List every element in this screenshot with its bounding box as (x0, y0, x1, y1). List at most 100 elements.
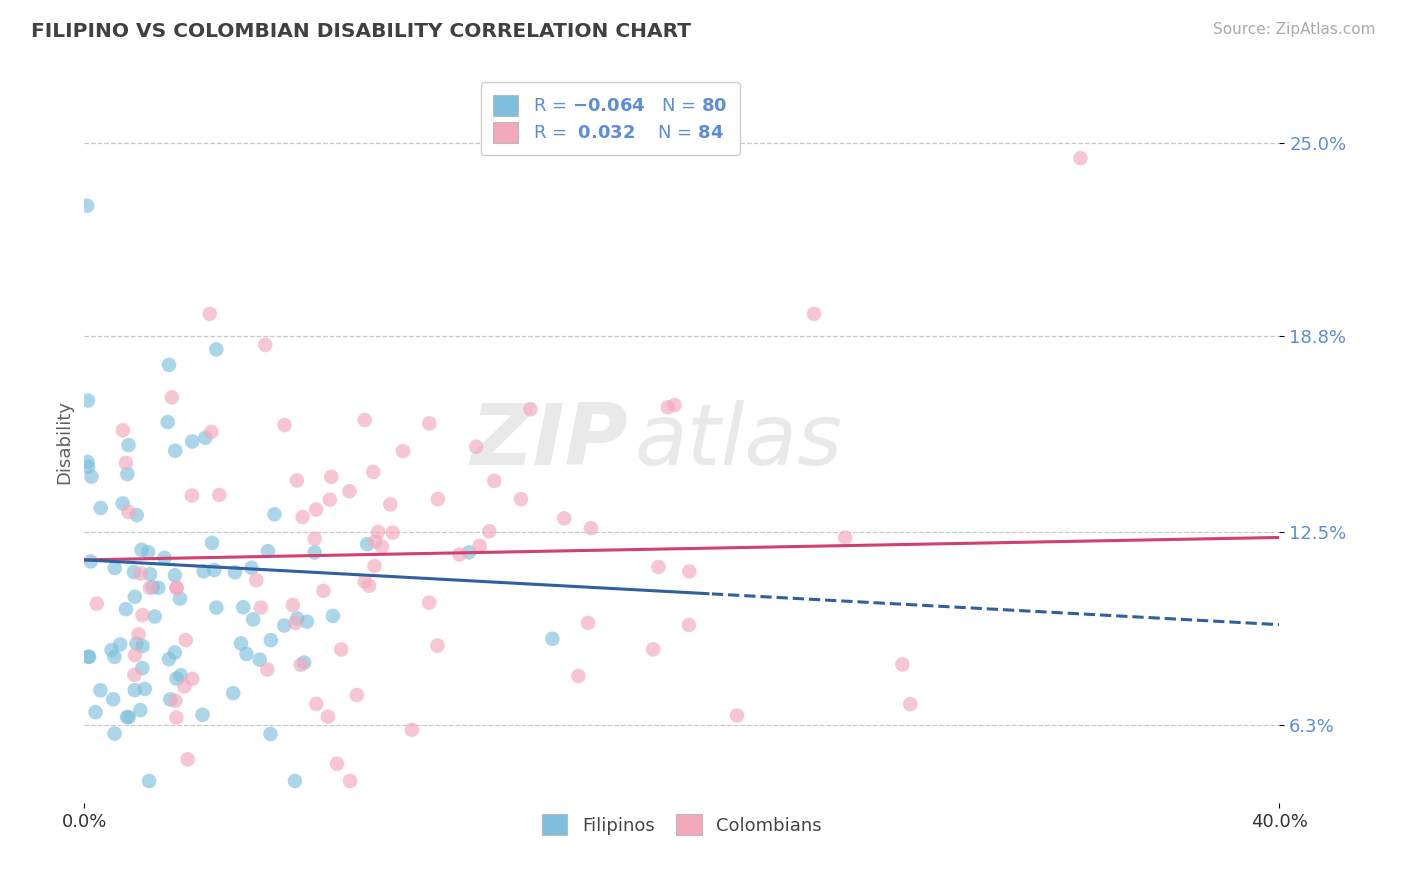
Point (125, 508, 148, 522)
Point (643, 642, 665, 657)
Point (295, 615, 318, 629)
Point (330, 642, 353, 657)
Point (361, 465, 384, 479)
Point (254, 338, 277, 352)
Point (284, 774, 307, 789)
Point (381, 525, 404, 540)
Point (139, 567, 162, 582)
Point (76, 455, 98, 469)
Point (174, 633, 197, 648)
Point (194, 431, 217, 445)
Point (678, 565, 700, 579)
Point (353, 574, 375, 589)
Point (256, 663, 278, 677)
Point (124, 668, 146, 682)
Point (202, 563, 225, 577)
Point (576, 615, 599, 630)
Point (312, 583, 335, 598)
Point (77, 649, 100, 664)
Point (117, 467, 139, 482)
Point (245, 573, 267, 587)
Point (484, 474, 506, 488)
Point (353, 413, 375, 427)
Text: ZIP: ZIP (471, 400, 628, 483)
Point (380, 497, 402, 511)
Point (458, 545, 481, 559)
Point (260, 633, 283, 648)
Point (273, 618, 295, 632)
Point (725, 708, 748, 723)
Point (418, 417, 440, 431)
Point (321, 470, 343, 484)
Point (117, 505, 139, 519)
Point (292, 656, 315, 670)
Point (678, 618, 700, 632)
Point (222, 686, 245, 700)
Point (898, 697, 921, 711)
Point (170, 668, 193, 682)
Point (163, 646, 186, 660)
Point (291, 510, 314, 524)
Point (77, 649, 100, 664)
Point (259, 727, 281, 741)
Text: atlas: atlas (634, 400, 842, 483)
Point (647, 560, 669, 574)
Point (103, 692, 125, 706)
Point (281, 598, 304, 612)
Point (181, 672, 204, 686)
Point (115, 602, 138, 616)
Point (257, 544, 280, 558)
Point (339, 774, 361, 789)
Point (84, 705, 107, 719)
Point (76, 199, 98, 213)
Point (224, 566, 246, 580)
Text: FILIPINO VS COLOMBIAN DISABILITY CORRELATION CHART: FILIPINO VS COLOMBIAN DISABILITY CORRELA… (31, 22, 690, 41)
Point (169, 591, 191, 606)
Point (337, 484, 360, 499)
Point (139, 581, 162, 595)
Point (249, 652, 271, 666)
Point (392, 444, 415, 458)
Point (418, 596, 440, 610)
Point (356, 537, 378, 551)
Point (115, 710, 138, 724)
Point (124, 648, 146, 662)
Point (367, 524, 389, 539)
Point (468, 539, 491, 553)
Point (90, 500, 112, 515)
Point (319, 492, 342, 507)
Point (86, 597, 108, 611)
Point (111, 423, 134, 437)
Point (134, 681, 156, 696)
Point (242, 612, 264, 626)
Point (326, 756, 349, 771)
Point (129, 703, 152, 717)
Point (263, 508, 285, 522)
Point (510, 492, 533, 507)
Point (235, 647, 257, 661)
Point (240, 561, 263, 575)
Point (664, 398, 686, 412)
Point (208, 488, 231, 502)
Point (541, 632, 564, 646)
Point (157, 358, 180, 372)
Point (157, 652, 180, 666)
Point (104, 561, 127, 575)
Point (285, 611, 308, 625)
Point (305, 502, 328, 516)
Point (205, 343, 228, 357)
Point (159, 692, 181, 706)
Point (834, 531, 856, 545)
Point (131, 542, 153, 557)
Point (478, 524, 501, 539)
Point (891, 657, 914, 672)
Point (371, 540, 394, 554)
Point (191, 707, 214, 722)
Point (80, 469, 103, 483)
Point (316, 709, 339, 723)
Point (363, 559, 385, 574)
Point (129, 566, 152, 581)
Point (103, 649, 125, 664)
Point (166, 581, 188, 595)
Point (124, 590, 146, 604)
